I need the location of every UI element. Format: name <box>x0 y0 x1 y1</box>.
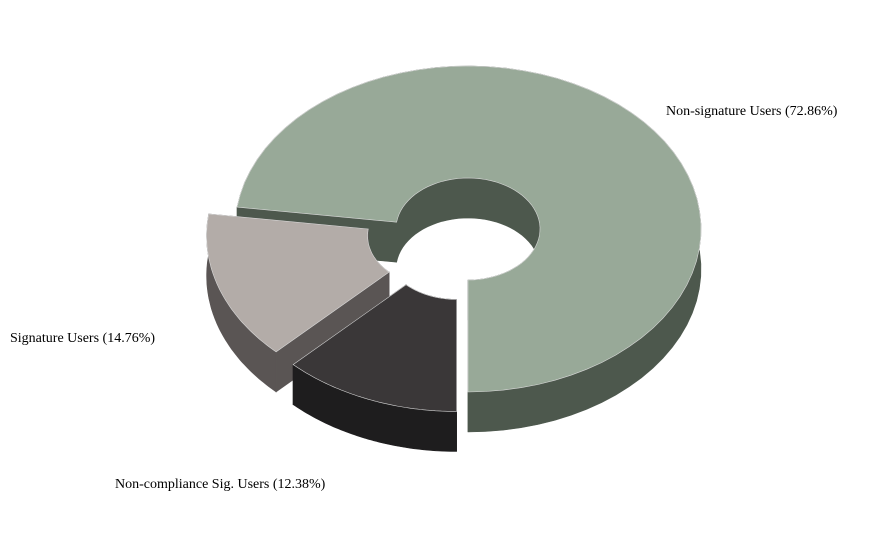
label-non-compliance-sig-users: Non-compliance Sig. Users (12.38%) <box>115 477 326 492</box>
label-non-signature-users: Non-signature Users (72.86%) <box>666 104 838 119</box>
slice-non-signature-users <box>236 65 702 393</box>
label-signature-users: Signature Users (14.76%) <box>10 331 156 346</box>
slice-non-compliance-sig-users <box>292 284 457 412</box>
slice-signature-users <box>206 213 390 353</box>
